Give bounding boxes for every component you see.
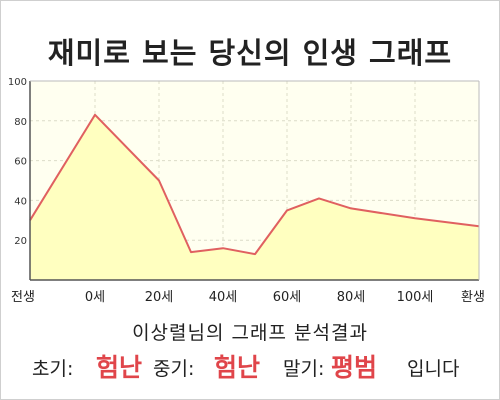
x-tick-label: 100세 — [397, 290, 434, 305]
x-tick-label: 80세 — [337, 290, 366, 305]
page-title: 재미로 보는 당신의 인생 그래프 — [47, 36, 453, 70]
x-tick-label: 20세 — [145, 290, 174, 305]
axes — [29, 80, 480, 281]
early-label: 초기: — [32, 358, 74, 380]
life-graph-chart: 20 40 60 80 100 전생 0세 20세 40세 60세 80세 100세 환생 — [8, 77, 485, 305]
x-tick-label: 40세 — [209, 290, 238, 305]
result-heading: 이상렬님의 그래프 분석결과 — [132, 322, 368, 344]
late-value: 평범 — [331, 353, 378, 382]
x-tick-label: 전생 — [11, 290, 35, 305]
y-tick-label: 100 — [8, 77, 27, 88]
series-line — [29, 113, 480, 256]
late-label: 말기: — [283, 358, 325, 380]
y-tick-label: 60 — [14, 157, 27, 168]
y-tick-label: 80 — [14, 117, 27, 128]
x-tick-label: 환생 — [461, 290, 485, 305]
x-tick-label: 60세 — [273, 290, 302, 305]
x-tick-labels: 전생 0세 20세 40세 60세 80세 100세 환생 — [11, 290, 485, 305]
y-tick-label: 40 — [14, 196, 27, 207]
y-tick-labels: 20 40 60 80 100 — [8, 77, 27, 247]
early-value: 험난 — [96, 353, 143, 382]
series-area — [30, 114, 479, 280]
y-tick-label: 20 — [14, 236, 27, 247]
ending-text: 입니다 — [407, 358, 460, 380]
middle-value: 험난 — [214, 353, 261, 382]
result-summary: 초기: 험난 중기: 험난 말기: 평범 입니다 — [0, 345, 500, 382]
x-tick-label: 0세 — [85, 290, 105, 305]
middle-label: 중기: — [153, 358, 195, 380]
